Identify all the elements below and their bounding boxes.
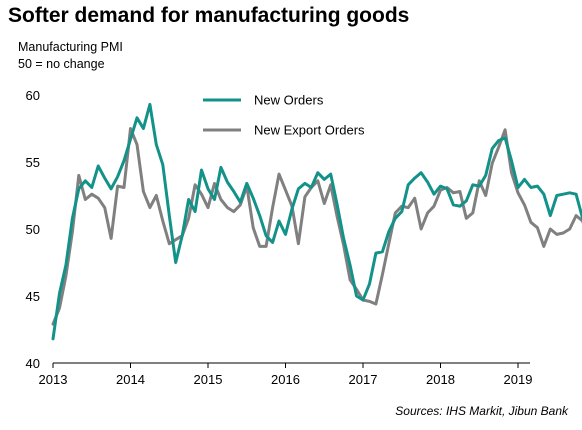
chart-title: Softer demand for manufacturing goods <box>8 4 410 27</box>
x-tick-label: 2013 <box>39 372 68 387</box>
x-tick-label: 2015 <box>194 372 223 387</box>
y-axis-label: Manufacturing PMI <box>18 40 123 54</box>
y-tick-label: 60 <box>26 88 40 103</box>
y-tick-label: 45 <box>26 289 40 304</box>
x-tick-label: 2016 <box>271 372 300 387</box>
x-tick-label: 2018 <box>426 372 455 387</box>
x-tick-label: 2014 <box>116 372 145 387</box>
legend-label-new-orders: New Orders <box>254 93 324 108</box>
legend-label-new-export-orders: New Export Orders <box>254 123 365 138</box>
y-tick-label: 50 <box>26 222 40 237</box>
legend: New Orders New Export Orders <box>203 93 365 138</box>
x-tick-label: 2017 <box>349 372 378 387</box>
y-tick-label: 40 <box>26 356 40 371</box>
series-layer <box>51 102 582 341</box>
baseline-note: 50 = no change <box>18 57 105 71</box>
new-orders-line <box>51 102 582 341</box>
y-tick-label: 55 <box>26 155 40 170</box>
source-note: Sources: IHS Markit, Jibun Bank <box>395 404 568 418</box>
axes: 40 45 50 55 60 2013 2014 2015 2016 2017 2018 2019 <box>26 88 533 387</box>
x-tick-label: 2019 <box>504 372 533 387</box>
new-export-orders-line <box>51 127 582 326</box>
